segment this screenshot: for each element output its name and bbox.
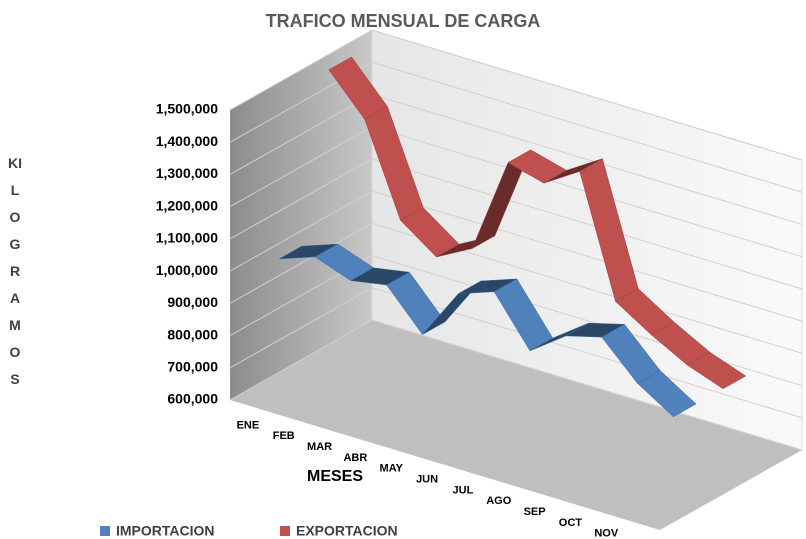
grid-line	[229, 255, 803, 387]
y-tick-label: 800,000	[167, 326, 218, 342]
legend-swatch	[100, 526, 110, 536]
x-tick-label: FEB	[273, 430, 295, 442]
grid-line	[229, 319, 803, 451]
x-tick-label: MAY	[380, 463, 404, 475]
x-tick-label: MAR	[307, 441, 332, 453]
x-tick-label: OCT	[559, 517, 583, 529]
chart-title: TRAFICO MENSUAL DE CARGA	[266, 11, 541, 31]
legend-label: EXPORTACION	[296, 523, 398, 539]
x-tick-label: ABR	[343, 452, 367, 464]
x-tick-label: NOV	[594, 528, 619, 539]
x-tick-label: ENE	[237, 419, 260, 431]
grid-line	[229, 29, 803, 161]
x-tick-label: JUN	[416, 473, 438, 485]
grid-line	[229, 190, 803, 322]
y-tick-label: 1,100,000	[156, 230, 218, 246]
legend-label: IMPORTACION	[116, 523, 215, 539]
x-axis-title: MESES	[307, 468, 363, 485]
floor	[230, 320, 802, 530]
y-tick-label: 1,400,000	[156, 133, 218, 149]
x-tick-label: AGO	[486, 495, 512, 507]
grid-line	[229, 61, 803, 193]
legend-swatch	[280, 526, 290, 536]
x-tick-label: SEP	[524, 506, 546, 518]
y-tick-label: 1,300,000	[156, 165, 218, 181]
ribbon-segment	[686, 351, 747, 390]
y-tick-label: 1,000,000	[156, 262, 218, 278]
y-tick-label: 700,000	[167, 358, 218, 374]
y-tick-label: 900,000	[167, 294, 218, 310]
y-tick-label: 1,500,000	[156, 101, 218, 117]
x-tick-label: JUL	[453, 484, 474, 496]
y-axis-title: KILOGRAMOS	[8, 155, 22, 387]
y-tick-label: 600,000	[167, 391, 218, 407]
ribbon-segment	[637, 370, 697, 418]
y-tick-label: 1,200,000	[156, 197, 218, 213]
grid-line	[229, 158, 803, 290]
